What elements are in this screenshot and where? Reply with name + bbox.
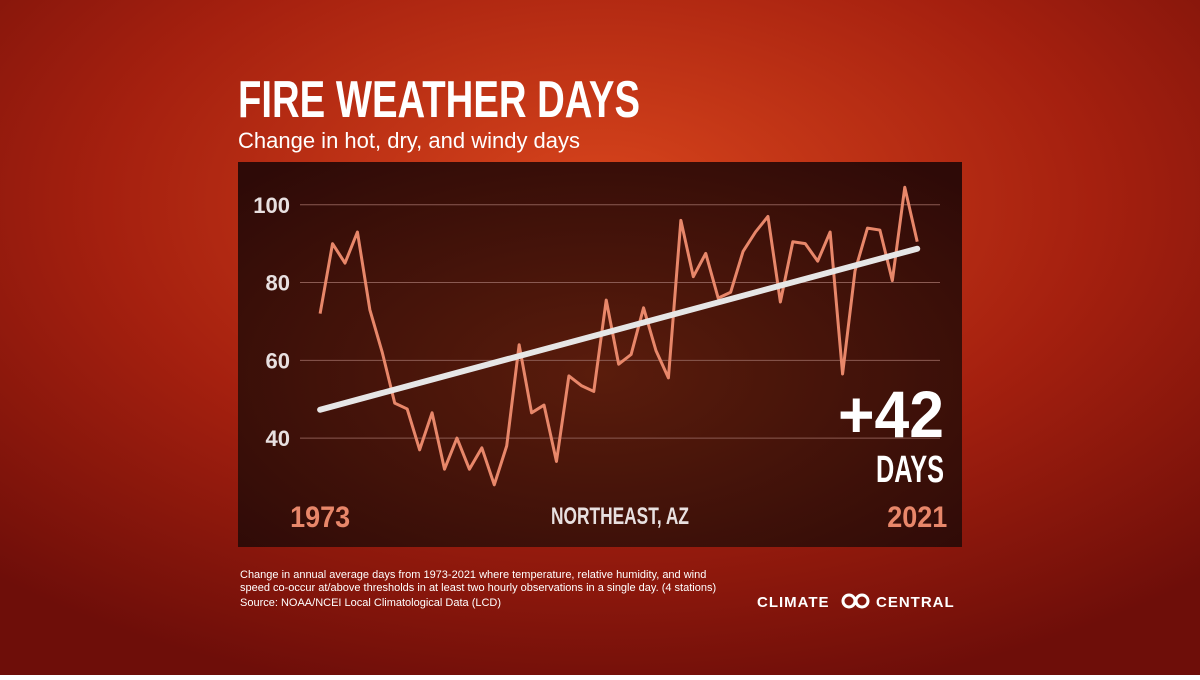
- y-tick-label: 100: [253, 193, 290, 218]
- source: Source: NOAA/NCEI Local Climatological D…: [240, 597, 501, 609]
- chart-title: FIRE WEATHER DAYS: [238, 71, 640, 129]
- footnote: Change in annual average days from 1973-…: [240, 569, 706, 581]
- x-tick-label: 2021: [887, 501, 947, 534]
- y-tick-label: 40: [266, 426, 290, 451]
- change-unit: DAYS: [876, 449, 944, 491]
- data-line: [318, 185, 919, 487]
- logo-text: CENTRAL: [876, 594, 955, 611]
- location-label: NORTHEAST, AZ: [551, 503, 689, 530]
- logo-icon: [854, 593, 870, 609]
- x-tick-label: 1973: [290, 501, 350, 534]
- y-tick-label: 80: [266, 271, 290, 296]
- logo-text: CLIMATE: [757, 594, 830, 611]
- chart-subtitle: Change in hot, dry, and windy days: [238, 128, 580, 153]
- change-value: +42: [838, 377, 944, 451]
- footnote: speed co-occur at/above thresholds in at…: [240, 582, 716, 594]
- trend-line: [317, 245, 921, 413]
- y-tick-label: 60: [266, 348, 290, 373]
